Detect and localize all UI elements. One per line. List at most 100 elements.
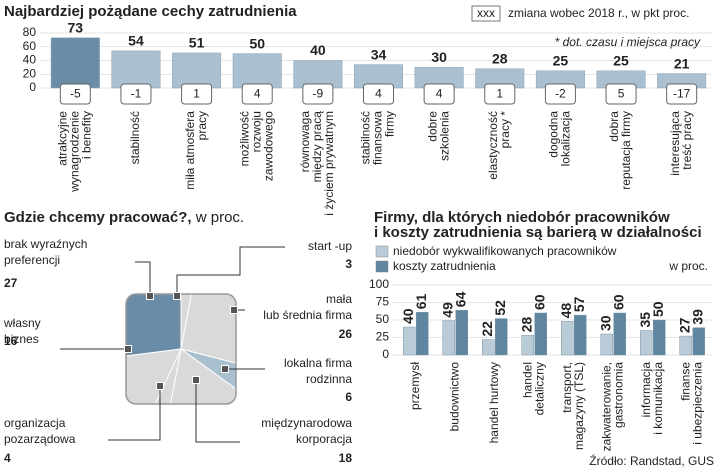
bar: [653, 319, 666, 356]
y-tick-label: 100: [369, 277, 389, 291]
y-tick-label: 20: [23, 66, 37, 80]
x-tick-label: pracy: [195, 111, 209, 140]
change-box: [605, 83, 637, 105]
x-tick-label: miła atmosfera: [183, 111, 197, 190]
value-label: 30: [597, 315, 613, 331]
value-label: 21: [674, 55, 690, 71]
pie-slice: [163, 348, 236, 404]
bar: [613, 312, 626, 356]
x-tick-label: zawodowego: [261, 111, 275, 181]
x-tick-label: gastronomia: [611, 362, 625, 428]
slice-value: 6: [345, 390, 352, 404]
value-label: 27: [676, 317, 692, 333]
x-tick-label: finanse: [678, 362, 692, 401]
value-label: 60: [531, 294, 547, 310]
x-tick-label: szkolenia: [437, 111, 451, 161]
x-tick-label: dogodna: [547, 111, 561, 158]
bar: [293, 60, 343, 89]
value-label: 50: [249, 35, 265, 51]
slice-label: brak wyraźnych: [4, 237, 87, 251]
change-label: 4: [254, 87, 261, 101]
x-tick-label: reputacja firmy: [619, 111, 633, 190]
x-tick-label: i komunikacja: [651, 362, 665, 435]
slice-label: rodzinna: [306, 372, 352, 386]
leader-line: [195, 380, 240, 443]
value-label: 34: [371, 46, 387, 62]
x-tick-label: rozwoju: [249, 111, 263, 152]
x-tick-label: możliwość: [237, 111, 251, 166]
legend-box: [471, 5, 501, 22]
chart-title: Najbardziej pożądane cechy zatrudnienia: [4, 3, 297, 20]
value-label: 51: [189, 35, 205, 51]
x-tick-label: pracy *: [498, 111, 512, 149]
x-tick-label: informacja: [639, 362, 653, 418]
bar: [111, 50, 161, 89]
change-box: [302, 83, 334, 105]
pie-slice: [180, 348, 236, 403]
slice-label: preferencji: [4, 253, 60, 267]
value-label: 40: [400, 308, 416, 324]
change-box: [666, 83, 698, 105]
note: * dot. czasu i miejsca pracy: [555, 35, 701, 49]
legend-label: koszty zatrudnienia: [393, 259, 496, 273]
x-tick-label: wynagrodzenie: [67, 111, 81, 193]
x-tick-label: magazyny (TSL): [572, 362, 586, 450]
legend-label: niedobór wykwalifikowanych pracowników: [393, 244, 617, 258]
leader-line: [176, 246, 285, 296]
bar: [455, 309, 468, 356]
change-label: -9: [313, 87, 324, 101]
value-label: 22: [479, 321, 495, 337]
bar: [495, 318, 508, 356]
leader-line: [135, 261, 151, 296]
change-box: [59, 83, 91, 105]
y-tick-label: 25: [376, 330, 390, 344]
x-tick-label: przemysł: [408, 362, 422, 410]
change-box: [484, 83, 516, 105]
value-label: 48: [558, 303, 574, 319]
value-label: 49: [439, 302, 455, 318]
value-label: 54: [128, 33, 144, 49]
x-tick-label: handel: [520, 362, 534, 398]
value-label: 30: [431, 49, 447, 65]
value-label: 61: [413, 294, 429, 310]
x-tick-label: dobra: [607, 111, 621, 142]
leader-dot: [192, 376, 200, 384]
bar: [534, 312, 547, 356]
value-label: 52: [492, 300, 508, 316]
value-label: 64: [452, 291, 468, 307]
bar: [50, 37, 100, 89]
change-label: -17: [673, 87, 691, 101]
leader-dot: [230, 306, 238, 314]
change-box: [120, 83, 152, 105]
x-tick-label: i życiem prywatnym: [322, 111, 336, 216]
bar: [403, 326, 416, 356]
legend-text: zmiana wobec 2018 r., w pkt proc.: [508, 6, 689, 20]
slice-value: 4: [4, 451, 11, 465]
bar: [679, 335, 692, 356]
bar: [521, 335, 534, 356]
y-tick-label: 80: [23, 25, 37, 39]
slice-label: korporacja: [296, 432, 352, 446]
chart-title: Firmy, dla których niedobór pracowników: [374, 209, 670, 226]
slice-label: biznes: [4, 332, 39, 346]
x-tick-label: elastyczność: [486, 111, 500, 180]
x-tick-label: stabilność: [359, 111, 373, 164]
x-tick-label: stabilność: [128, 111, 142, 164]
change-label: -1: [131, 87, 142, 101]
bar: [574, 314, 587, 356]
x-tick-label: firmy: [383, 111, 397, 137]
source: Źródło: Randstad, GUS: [589, 453, 714, 468]
leader-dot: [221, 365, 229, 373]
value-label: 35: [637, 312, 653, 328]
slice-value: 26: [339, 327, 353, 341]
unit: w proc.: [668, 259, 708, 273]
change-label: 4: [436, 87, 443, 101]
pie-slice: [180, 294, 236, 372]
x-tick-label: interesująca: [668, 111, 682, 176]
leader-dot: [146, 292, 154, 300]
change-label: 4: [375, 87, 382, 101]
slice-label: lokalna firma: [284, 356, 352, 370]
x-tick-label: transport,: [560, 362, 574, 413]
slice-label: własny: [3, 316, 41, 330]
y-tick-label: 40: [23, 53, 37, 67]
